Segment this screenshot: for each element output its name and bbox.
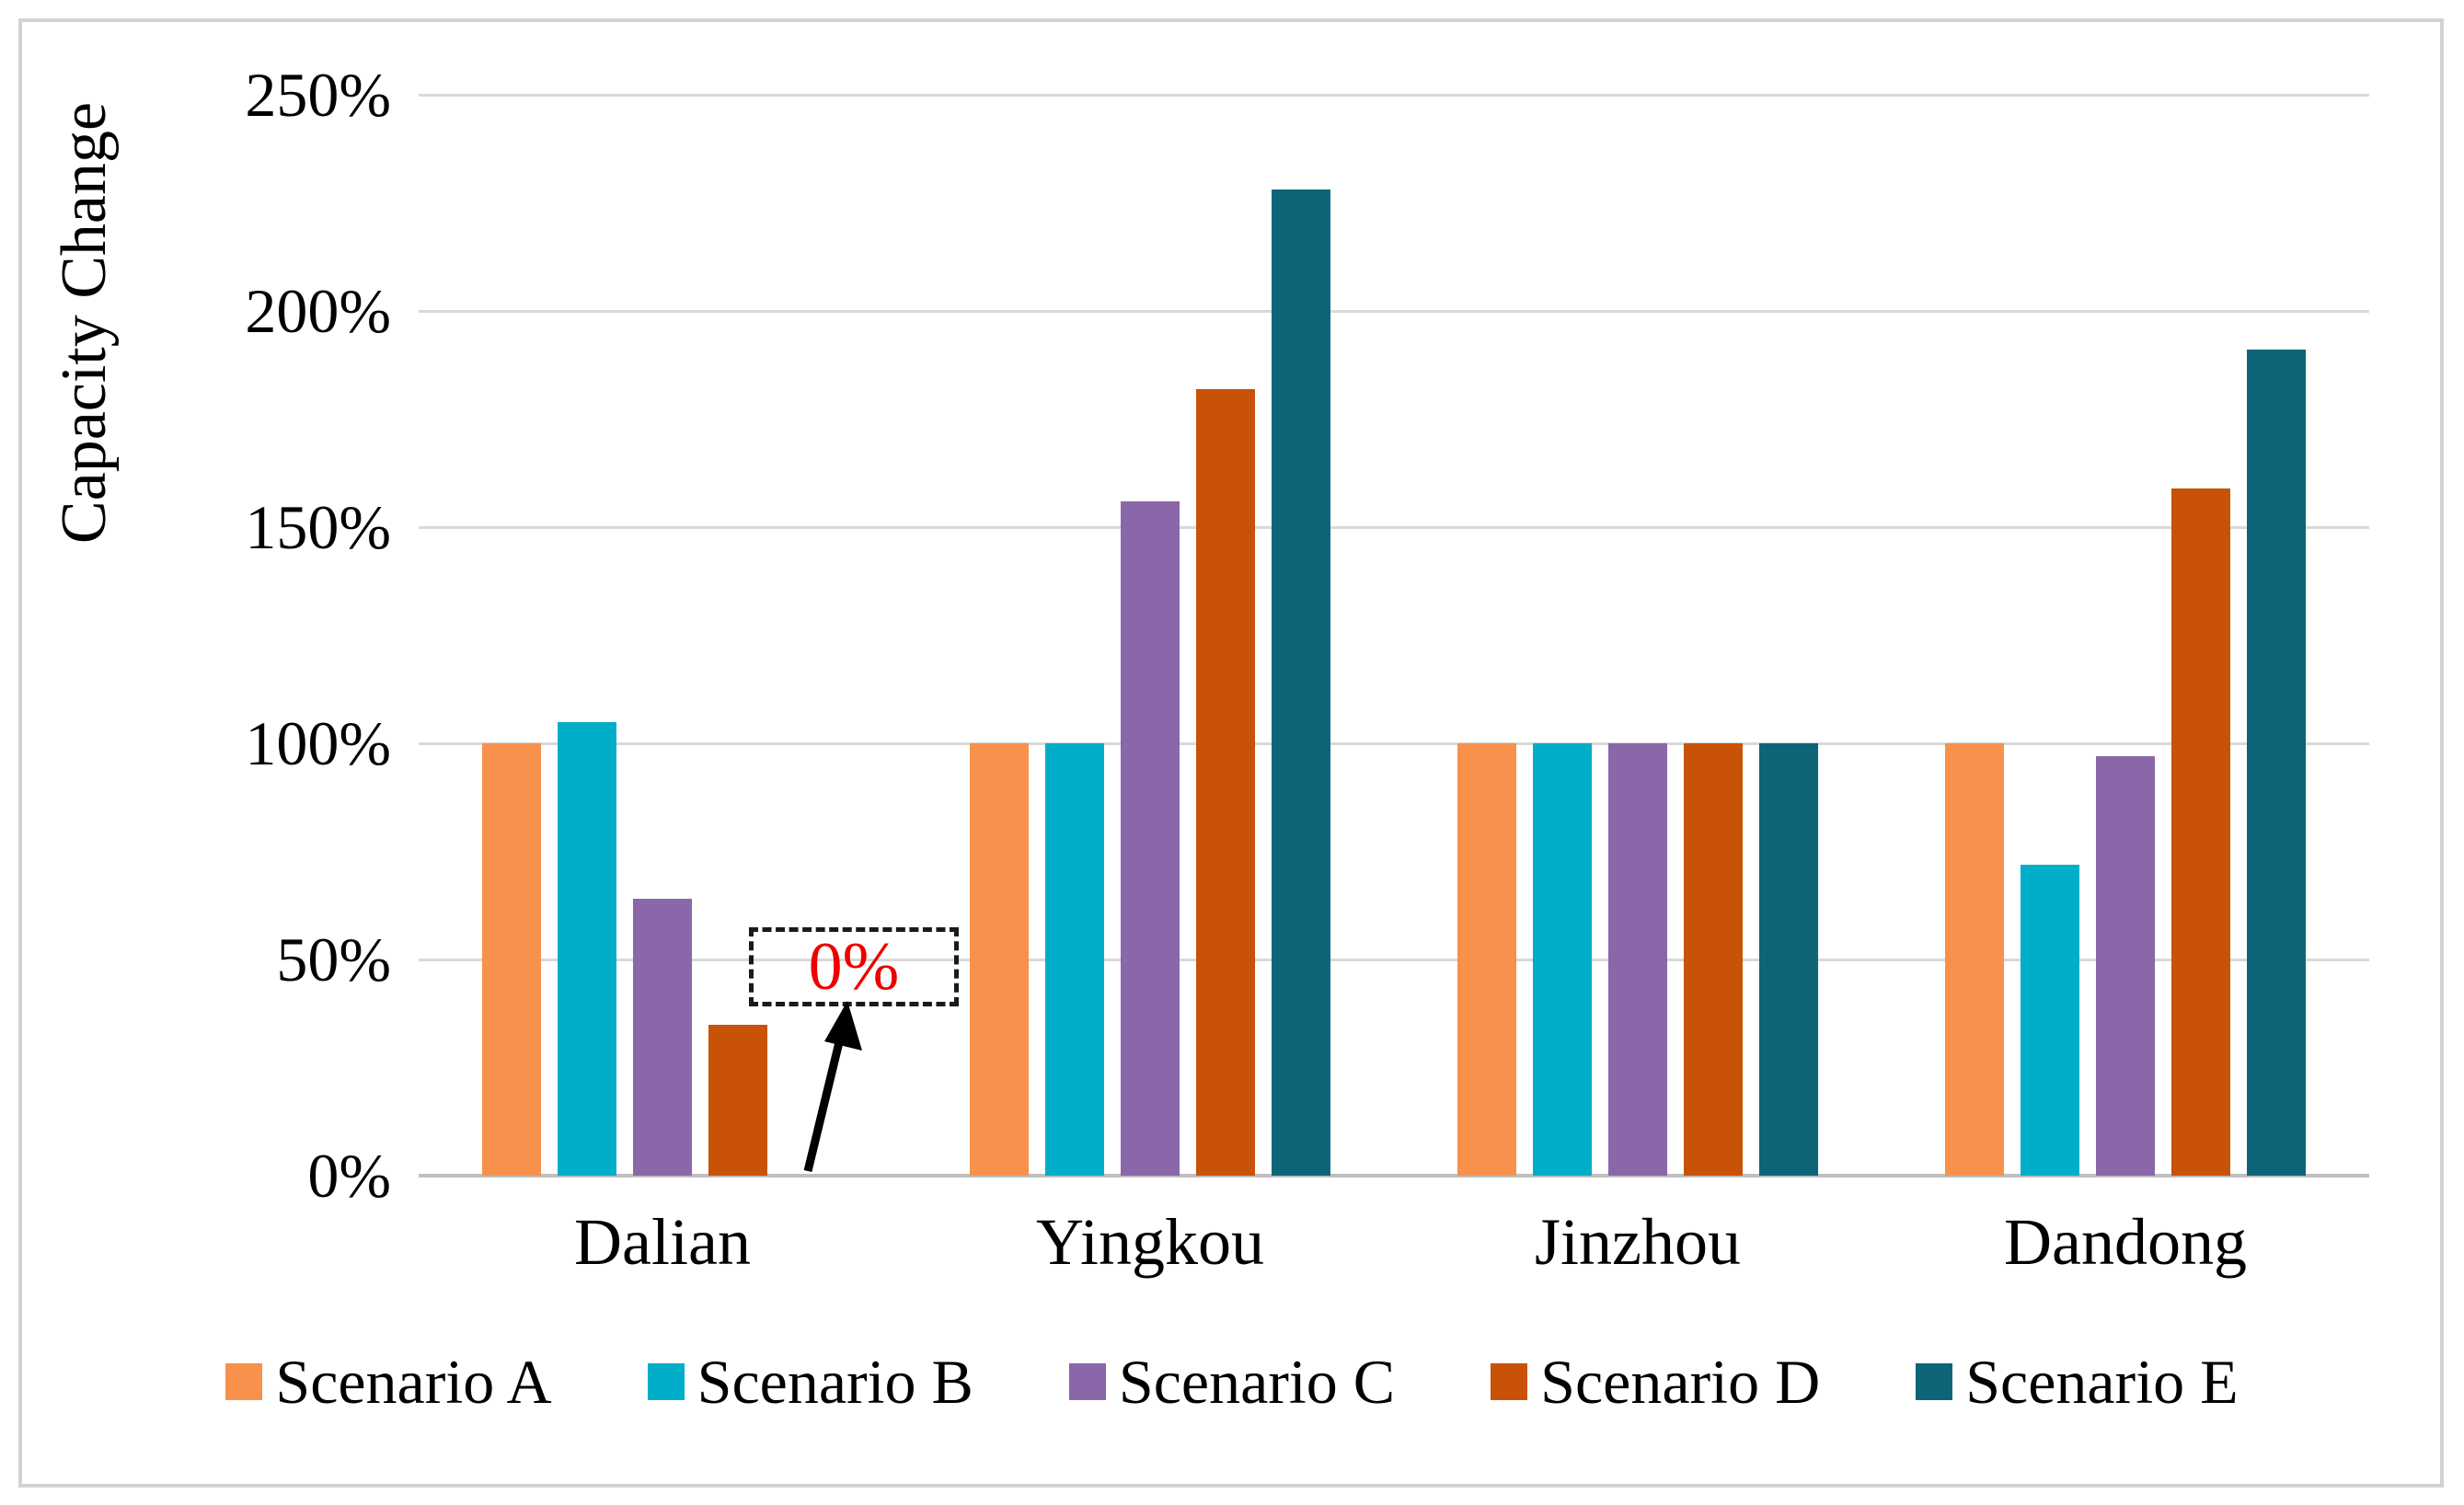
y-tick-150%: 150%	[245, 492, 391, 562]
plot-area	[419, 95, 2369, 1176]
bar-group-jinzhou	[1394, 95, 1882, 1176]
bar-jinzhou-scenario-d	[1684, 743, 1743, 1176]
bar-yingkou-scenario-c	[1121, 500, 1180, 1176]
bar-jinzhou-scenario-e	[1759, 743, 1818, 1176]
legend: Scenario A Scenario B Scenario C Scenario D…	[0, 1345, 2464, 1419]
gridline-0%	[419, 1174, 2369, 1178]
bar-group-dalian	[419, 95, 906, 1176]
legend-swatch-icon	[1916, 1363, 1953, 1400]
bar-jinzhou-scenario-c	[1608, 743, 1667, 1176]
x-label-jinzhou: Jinzhou	[1535, 1205, 1741, 1279]
bar-dandong-scenario-e	[2247, 350, 2306, 1176]
bar-dalian-scenario-b	[558, 721, 616, 1176]
legend-label: Scenario E	[1965, 1347, 2239, 1417]
bar-group-yingkou	[906, 95, 1394, 1176]
y-tick-0%: 0%	[307, 1141, 391, 1211]
legend-swatch-icon	[225, 1363, 263, 1400]
gridline-100%	[419, 741, 2369, 745]
bar-jinzhou-scenario-b	[1533, 743, 1592, 1176]
gridline-150%	[419, 525, 2369, 529]
bar-yingkou-scenario-b	[1045, 743, 1104, 1176]
y-tick-50%: 50%	[276, 925, 391, 994]
x-axis-category-labels: Dalian Yingkou Jinzhou Dandong	[419, 1203, 2369, 1281]
bar-group-dandong	[1882, 95, 2369, 1176]
bar-yingkou-scenario-a	[970, 743, 1029, 1176]
bar-dalian-scenario-c	[633, 899, 692, 1176]
x-label-dandong: Dandong	[2004, 1205, 2247, 1279]
legend-swatch-icon	[647, 1363, 685, 1400]
bar-jinzhou-scenario-a	[1457, 743, 1516, 1176]
y-tick-250%: 250%	[245, 60, 391, 130]
bar-yingkou-scenario-e	[1272, 190, 1330, 1176]
bar-dandong-scenario-b	[2021, 864, 2079, 1176]
x-label-dalian: Dalian	[574, 1205, 751, 1279]
bar-dalian-scenario-d	[708, 1024, 767, 1176]
legend-label: Scenario D	[1540, 1347, 1821, 1417]
gridline-250%	[419, 93, 2369, 97]
bar-dandong-scenario-a	[1945, 743, 2004, 1176]
bar-yingkou-scenario-d	[1196, 388, 1255, 1176]
y-tick-200%: 200%	[245, 276, 391, 346]
y-tick-100%: 100%	[245, 708, 391, 778]
legend-label: Scenario C	[1118, 1347, 1396, 1417]
legend-swatch-icon	[1491, 1363, 1528, 1400]
zero-percent-annotation-box: 0%	[749, 927, 959, 1006]
zero-percent-annotation-text: 0%	[808, 929, 900, 1005]
legend-label: Scenario B	[697, 1347, 973, 1417]
gridline-200%	[419, 309, 2369, 313]
bar-dandong-scenario-c	[2096, 756, 2155, 1176]
gridline-50%	[419, 958, 2369, 961]
legend-item-scenario-c: Scenario C	[1068, 1345, 1396, 1419]
legend-item-scenario-a: Scenario A	[225, 1345, 552, 1419]
legend-label: Scenario A	[275, 1347, 552, 1417]
legend-swatch-icon	[1068, 1363, 1106, 1400]
legend-item-scenario-d: Scenario D	[1491, 1345, 1820, 1419]
legend-item-scenario-e: Scenario E	[1916, 1345, 2239, 1419]
legend-item-scenario-b: Scenario B	[647, 1345, 973, 1419]
x-label-yingkou: Yingkou	[1035, 1205, 1265, 1279]
bar-dalian-scenario-a	[482, 743, 541, 1176]
bar-dandong-scenario-d	[2171, 488, 2230, 1176]
